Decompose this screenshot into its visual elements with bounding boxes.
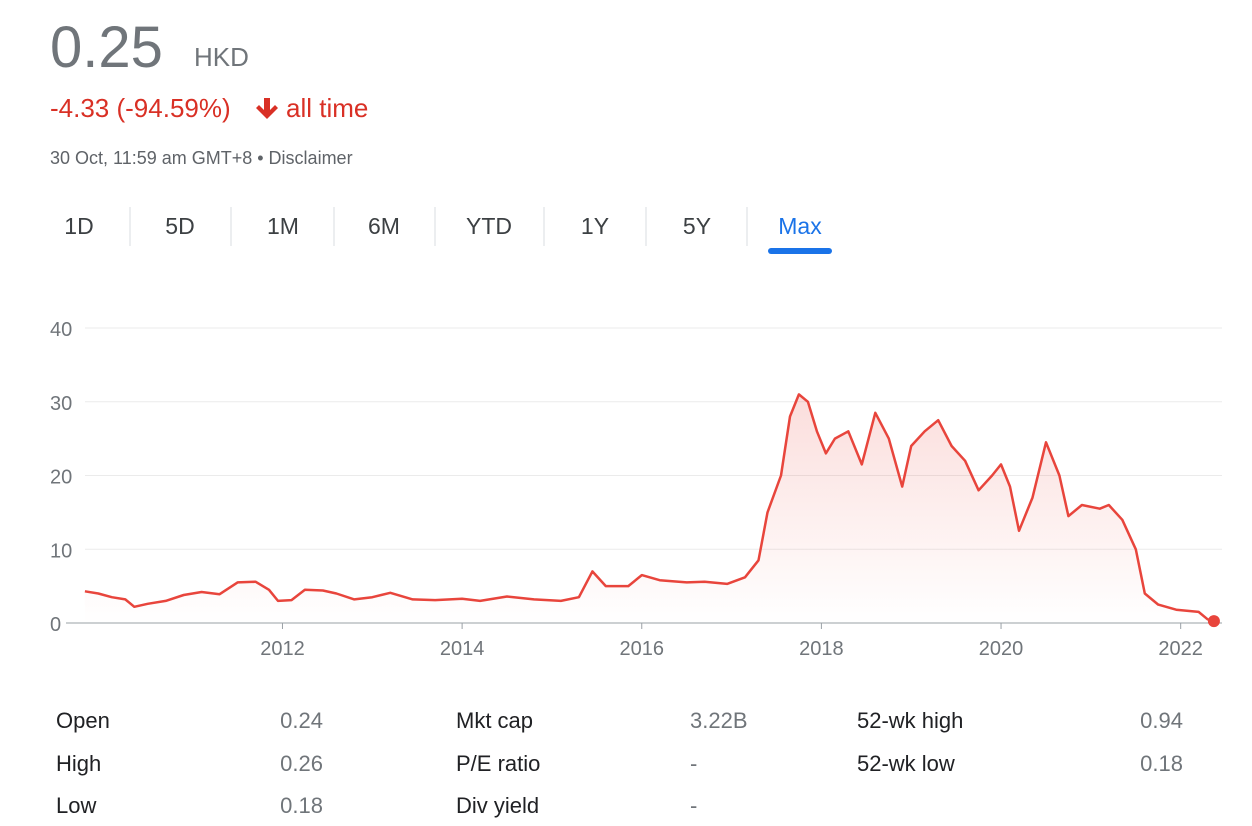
range-tab[interactable]: YTD bbox=[466, 213, 512, 239]
stat-label: Div yield bbox=[456, 793, 539, 818]
stat-label: Mkt cap bbox=[456, 708, 533, 733]
y-tick-label: 40 bbox=[50, 319, 72, 341]
stat-value: - bbox=[690, 793, 697, 818]
stat-value: - bbox=[690, 751, 697, 776]
stat-label: 52-wk low bbox=[857, 751, 955, 776]
x-tick-label: 2018 bbox=[799, 638, 844, 660]
x-tick-label: 2012 bbox=[260, 638, 305, 660]
active-tab-indicator bbox=[768, 248, 832, 254]
stat-label: 52-wk high bbox=[857, 708, 963, 733]
area-fill bbox=[84, 394, 1214, 623]
stats-table: Open 0.24 High 0.26 Low 0.18 Mkt cap 3.22B P/E r… bbox=[56, 708, 1183, 818]
range-tab[interactable]: Max bbox=[778, 213, 822, 239]
currency: HKD bbox=[194, 42, 249, 72]
stat-label: Open bbox=[56, 708, 110, 733]
stat-value: 0.18 bbox=[280, 793, 323, 818]
y-tick-label: 20 bbox=[50, 467, 72, 489]
x-tick-label: 2016 bbox=[620, 638, 665, 660]
range-tab[interactable]: 1Y bbox=[581, 213, 609, 239]
range-tab[interactable]: 6M bbox=[368, 213, 400, 239]
price-change: -4.33 (-94.59%) bbox=[50, 93, 231, 123]
y-tick-label: 0 bbox=[50, 614, 61, 636]
price-chart: 0 10 20 30 40 2012 2014 2016 2018 2020 2022 bbox=[50, 319, 1222, 660]
range-tabs: 1D 5D 1M 6M YTD 1Y 5Y Max bbox=[64, 207, 832, 254]
range-tab[interactable]: 5D bbox=[165, 213, 194, 239]
y-tick-label: 10 bbox=[50, 540, 72, 562]
last-price-dot bbox=[1207, 615, 1220, 628]
x-tick-label: 2014 bbox=[440, 638, 485, 660]
stat-value: 0.94 bbox=[1140, 708, 1183, 733]
price: 0.25 bbox=[50, 15, 163, 80]
x-tick-label: 2020 bbox=[979, 638, 1024, 660]
stat-value: 0.26 bbox=[280, 751, 323, 776]
change-period: all time bbox=[286, 93, 368, 123]
stat-label: P/E ratio bbox=[456, 751, 540, 776]
stat-value: 0.18 bbox=[1140, 751, 1183, 776]
stat-label: High bbox=[56, 751, 101, 776]
stat-label: Low bbox=[56, 793, 96, 818]
range-tab[interactable]: 1D bbox=[64, 213, 93, 239]
y-tick-label: 30 bbox=[50, 393, 72, 415]
range-tab[interactable]: 1M bbox=[267, 213, 299, 239]
x-tick-label: 2022 bbox=[1158, 638, 1203, 660]
timestamp: 30 Oct, 11:59 am GMT+8 • Disclaimer bbox=[50, 148, 353, 168]
range-tab[interactable]: 5Y bbox=[683, 213, 711, 239]
stat-value: 0.24 bbox=[280, 708, 323, 733]
down-arrow bbox=[256, 98, 278, 119]
price-line bbox=[84, 393, 1215, 623]
stat-value: 3.22B bbox=[690, 708, 748, 733]
